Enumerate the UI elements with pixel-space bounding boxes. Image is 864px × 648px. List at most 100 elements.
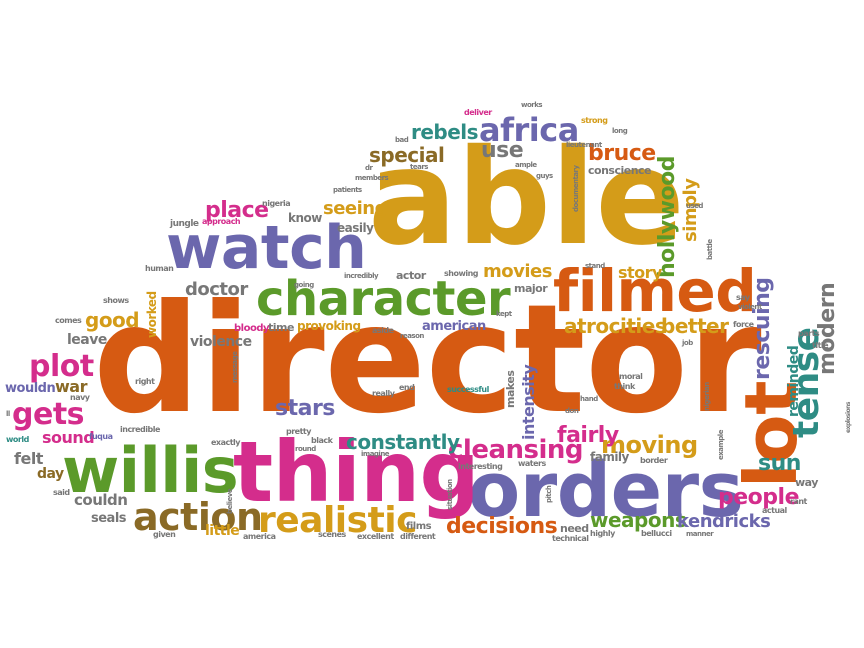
word-worked: worked — [145, 291, 159, 338]
word-scenes: scenes — [318, 530, 346, 539]
word-makes: makes — [504, 370, 517, 408]
word-job: job — [682, 339, 693, 347]
word-bloody: bloody — [234, 323, 270, 334]
word-films: films — [406, 521, 432, 532]
word-tears: tears — [410, 163, 428, 171]
word-thing: thing — [233, 423, 480, 521]
word-bruce: bruce — [588, 141, 656, 166]
word-stars: stars — [275, 396, 335, 421]
word-believe: believe — [226, 488, 234, 514]
word-use: use — [481, 138, 524, 163]
word-atrocities: atrocities — [564, 314, 667, 338]
word-able: able — [368, 121, 685, 275]
word-wouldn: wouldn — [5, 381, 56, 396]
word-simply: simply — [680, 178, 701, 242]
word-say: say — [736, 293, 750, 302]
word-message: message — [231, 351, 239, 383]
word-violence: violence — [190, 334, 252, 350]
word-technical: technical — [552, 534, 589, 543]
word-major: major — [514, 282, 548, 295]
word-example: example — [717, 430, 725, 460]
word-round: round — [295, 445, 316, 453]
word-gets: gets — [12, 397, 85, 432]
word-plot: plot — [29, 349, 94, 384]
word-fairly: fairly — [557, 423, 619, 448]
word-kept: kept — [496, 310, 512, 318]
word-bad: bad — [395, 136, 409, 144]
word-battle: battle — [706, 239, 714, 260]
word-place: place — [205, 198, 269, 223]
word-stand: stand — [585, 262, 605, 270]
word-ample: ample — [515, 161, 537, 169]
word-title: title — [812, 341, 829, 350]
word-successful: successful — [447, 385, 489, 394]
word-doctor: doctor — [185, 279, 248, 300]
word-end: end — [399, 383, 415, 392]
word-explosions: explosions — [845, 401, 852, 433]
word-director: director — [93, 273, 762, 447]
word-movies: movies — [483, 261, 552, 282]
word-border: border — [640, 456, 668, 465]
word-cleansing: cleansing — [448, 435, 584, 465]
word-bellucci: bellucci — [641, 529, 672, 538]
word-rescuing: rescuing — [750, 277, 775, 380]
word-really: really — [372, 389, 395, 398]
word-highly: highly — [590, 529, 615, 538]
word-couldn: couldn — [74, 491, 128, 509]
word-documentary: documentary — [572, 165, 580, 212]
word-willis: willis — [62, 434, 239, 507]
word-good: good — [85, 308, 140, 332]
word-family: family — [590, 450, 629, 464]
word-conscience: conscience — [588, 164, 652, 177]
word-america: america — [243, 532, 276, 541]
word-aside: aside — [372, 326, 394, 335]
word-special: special — [369, 143, 445, 167]
word-moving: moving — [601, 431, 698, 459]
word-said: said — [53, 488, 70, 497]
word-easily: easily — [337, 221, 374, 235]
word-interesting: interesting — [458, 462, 503, 471]
word-exactly: exactly — [211, 438, 241, 447]
word-felt: felt — [14, 449, 43, 468]
word-incredible: incredible — [120, 425, 160, 434]
word-way: way — [795, 476, 818, 489]
word-watch: watch — [166, 213, 367, 283]
word-don: don — [565, 407, 579, 415]
word-works: works — [521, 101, 543, 109]
word-seeing: seeing — [323, 198, 388, 219]
word-provoking: provoking — [297, 319, 361, 333]
word-excellent: excellent — [357, 532, 394, 541]
word-human: human — [145, 264, 174, 273]
word-modern: modern — [815, 282, 840, 375]
word-need: need — [560, 522, 589, 535]
word-right: right — [135, 377, 155, 386]
word-ll: ll — [6, 410, 10, 418]
word-time: time — [268, 321, 294, 334]
word-hand: hand — [580, 395, 598, 403]
word-showing: showing — [444, 269, 479, 278]
word-patients: patients — [333, 186, 362, 194]
word-waters: waters — [518, 459, 546, 468]
word-action: action — [133, 495, 263, 539]
word-hollywood: hollywood — [655, 156, 680, 278]
word-war: war — [55, 377, 87, 396]
word-moral: moral — [619, 372, 643, 381]
word-nigeria: nigeria — [262, 199, 291, 208]
word-people: people — [718, 485, 800, 510]
word-comes: comes — [55, 316, 82, 325]
word-different: different — [400, 532, 436, 541]
word-africa: africa — [479, 111, 579, 149]
word-seals: seals — [91, 511, 127, 526]
word-pitch: pitch — [545, 485, 553, 503]
word-day: day — [37, 466, 64, 482]
word-reason: reason — [400, 332, 424, 340]
word-american: american — [422, 319, 486, 334]
word-approach: approach — [202, 217, 241, 226]
word-world: world — [6, 435, 29, 444]
word-filmed: filmed — [553, 257, 757, 325]
word-going: going — [294, 281, 314, 289]
word-navy: navy — [70, 393, 90, 402]
word-nigerian: nigerian — [703, 382, 711, 411]
word-think: think — [614, 382, 635, 391]
word-parts: parts — [798, 329, 820, 338]
